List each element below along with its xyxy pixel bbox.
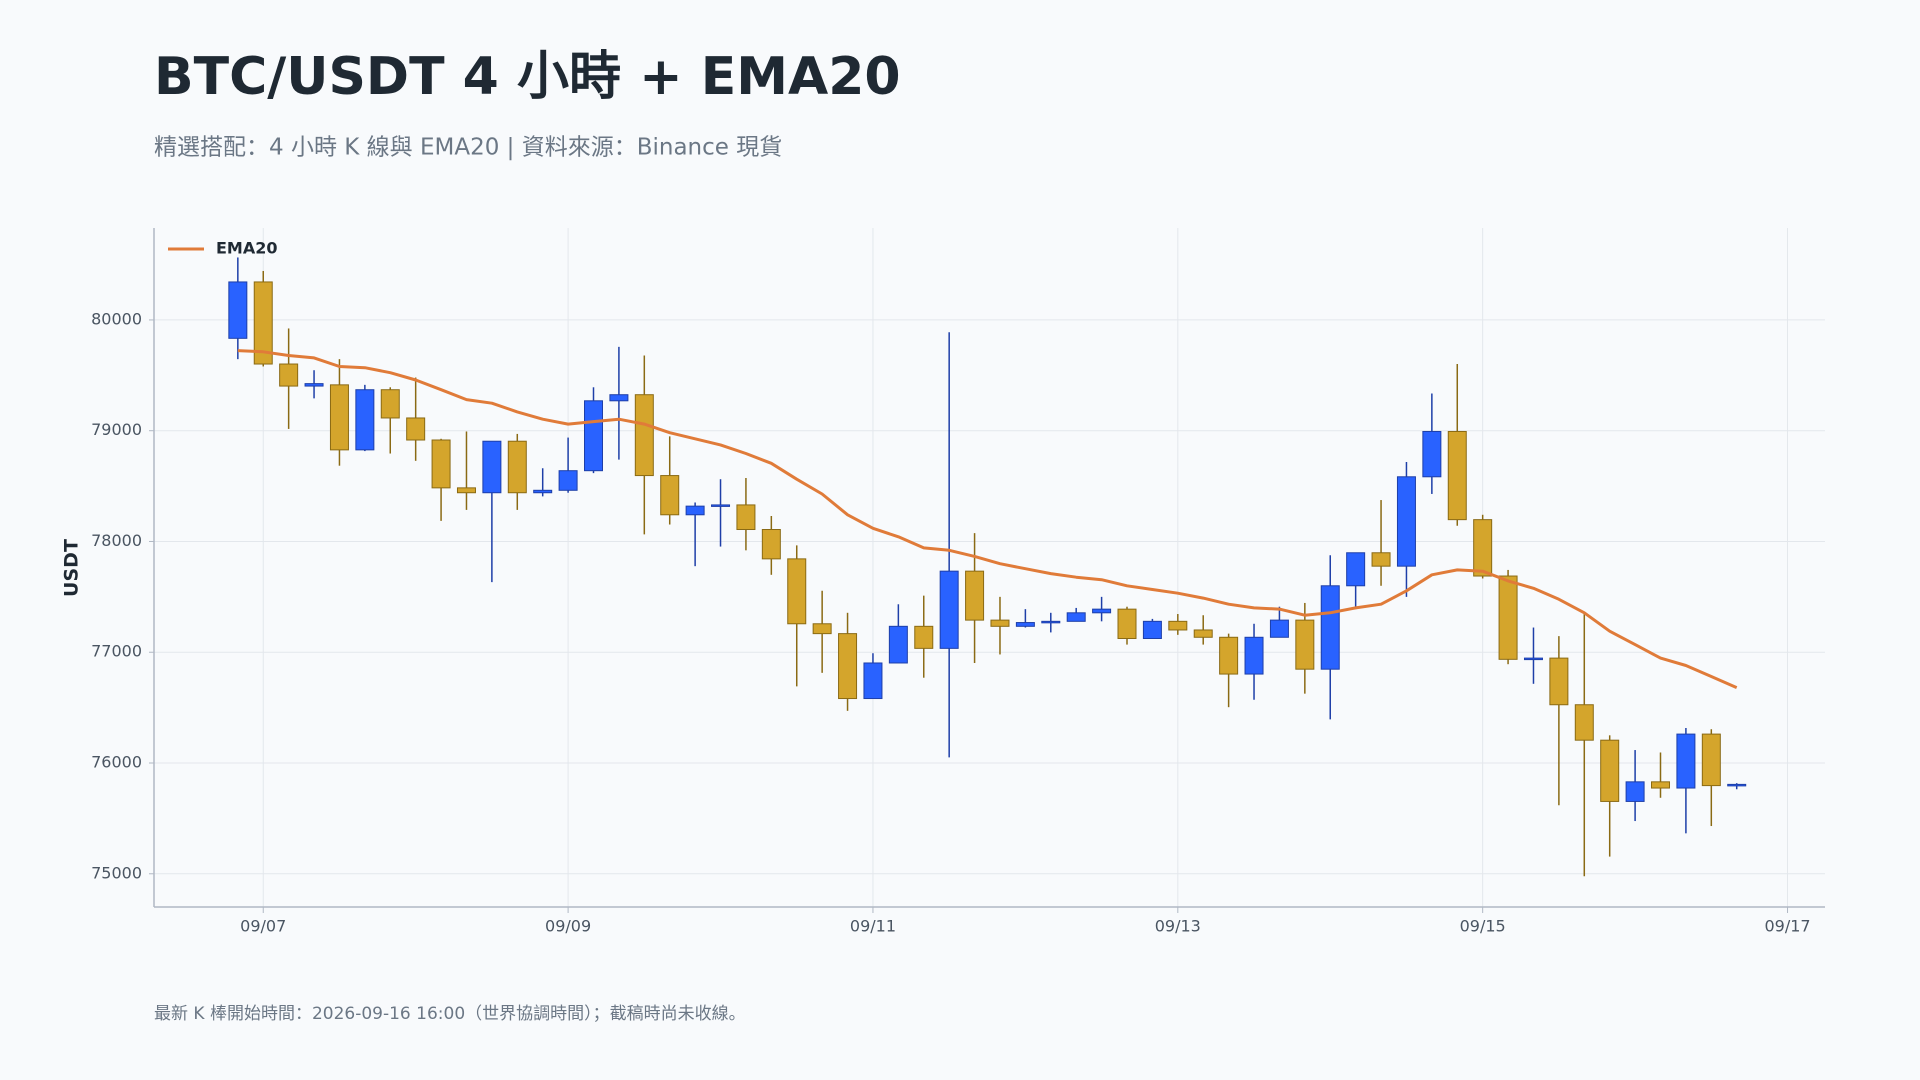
y-tick-label: 77000	[91, 642, 142, 661]
candle-body	[584, 400, 604, 472]
candle-body	[1320, 585, 1340, 670]
candle-body	[1041, 620, 1061, 624]
y-axis-label: USDT	[61, 539, 83, 597]
candle-body	[1193, 629, 1213, 638]
candle-body	[355, 389, 375, 451]
candle-body	[1701, 733, 1721, 787]
x-tick-label: 09/15	[1460, 917, 1506, 936]
x-tick-label: 09/13	[1155, 917, 1201, 936]
candle-body	[1244, 636, 1264, 675]
y-tick-label: 80000	[91, 309, 142, 328]
candle-body	[1168, 620, 1188, 631]
candle-body	[431, 439, 451, 489]
candle-body	[1473, 519, 1493, 577]
candle-body	[1346, 552, 1366, 587]
chart-title: BTC/USDT 4 小時 + EMA20	[154, 47, 901, 107]
x-tick-label: 09/11	[850, 917, 896, 936]
candle-body	[1142, 620, 1162, 640]
candle-body	[1117, 608, 1137, 640]
y-tick-label: 76000	[91, 753, 142, 772]
candle-body	[965, 570, 985, 621]
candle-body	[1066, 612, 1086, 622]
candle-body	[1523, 657, 1543, 661]
candle-body	[812, 623, 832, 635]
candle-body	[1447, 430, 1467, 521]
candle-body	[1549, 657, 1569, 706]
candle-body	[736, 504, 756, 531]
candle-body	[888, 625, 908, 664]
candle-body	[761, 529, 781, 560]
candle-body	[253, 281, 273, 365]
candle-body	[1727, 783, 1747, 787]
y-tick-label: 79000	[91, 420, 142, 439]
legend-label: EMA20	[216, 239, 278, 258]
candle-body	[609, 394, 629, 402]
candle-body	[685, 505, 705, 516]
candle-body	[1015, 622, 1035, 627]
candle-body	[634, 394, 654, 477]
ema-line	[237, 349, 1738, 689]
candle-body	[304, 383, 324, 387]
candle-body	[380, 389, 400, 419]
candle-body	[329, 384, 349, 451]
candle-body	[838, 633, 858, 700]
candle-body	[1651, 781, 1671, 789]
candle-body	[939, 570, 959, 649]
y-tick-label: 75000	[91, 863, 142, 882]
candle-body	[990, 619, 1010, 627]
candle-body	[406, 417, 426, 441]
candle-body	[1396, 476, 1416, 567]
candle-body	[914, 625, 934, 649]
candle-body	[279, 363, 299, 387]
candle-body	[507, 440, 527, 494]
x-tick-label: 09/07	[240, 917, 286, 936]
candle-body	[558, 470, 578, 491]
candle-body	[228, 281, 248, 339]
candle-body	[1092, 608, 1112, 614]
candle-body	[787, 558, 807, 625]
candle-body	[1269, 619, 1289, 638]
candle-body	[863, 662, 883, 700]
candle-body	[456, 487, 476, 494]
footnote: 最新 K 棒開始時間：2026-09-16 16:00（世界協調時間）；截稿時尚…	[154, 1004, 746, 1024]
candle-body	[711, 504, 731, 507]
candle-body	[1422, 430, 1442, 478]
x-tick-label: 09/09	[545, 917, 591, 936]
candle-body	[1295, 619, 1315, 670]
chart-subtitle: 精選搭配：4 小時 K 線與 EMA20 | 資料來源：Binance 現貨	[154, 135, 782, 161]
candle-body	[1371, 552, 1391, 567]
y-tick-label: 78000	[91, 531, 142, 550]
candle-body	[1600, 739, 1620, 802]
candle-body	[482, 440, 502, 494]
candle-body	[1498, 575, 1518, 660]
candle-body	[1676, 733, 1696, 789]
candle-body	[1625, 781, 1645, 802]
candle-body	[1219, 636, 1239, 675]
candle-body	[533, 489, 553, 494]
x-tick-label: 09/17	[1764, 917, 1810, 936]
candle-body	[660, 475, 680, 516]
candle-body	[1574, 704, 1594, 741]
